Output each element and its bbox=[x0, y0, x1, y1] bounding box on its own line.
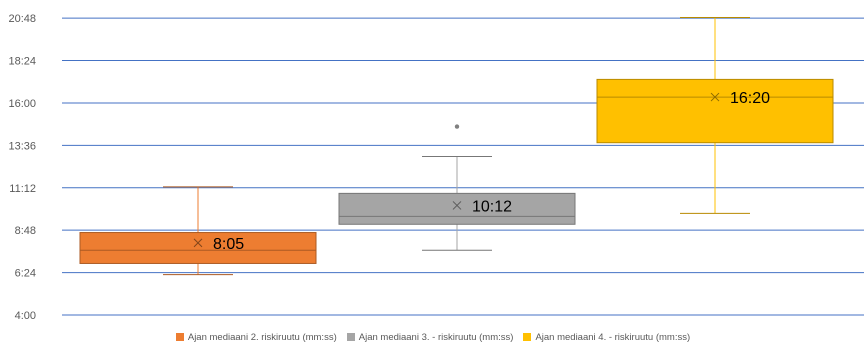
gridlines bbox=[62, 17, 864, 316]
legend-label-series-2: Ajan mediaani 2. riskiruutu (mm:ss) bbox=[187, 331, 337, 343]
y-tick-label: 20:48 bbox=[8, 13, 36, 25]
box-series-3: 10:12 bbox=[338, 124, 576, 251]
iqr-box bbox=[338, 192, 576, 225]
iqr-box bbox=[79, 232, 317, 264]
legend-label-series-3: Ajan mediaani 3. - riskiruutu (mm:ss) bbox=[358, 331, 514, 343]
legend: Ajan mediaani 2. riskiruutu (mm:ss) Ajan… bbox=[0, 330, 866, 344]
y-tick-label: 18:24 bbox=[8, 56, 36, 68]
mean-marker bbox=[710, 92, 720, 102]
legend-item-series-2[interactable]: Ajan mediaani 2. riskiruutu (mm:ss) bbox=[175, 331, 337, 343]
outlier-point bbox=[454, 124, 460, 129]
box-plot-chart: 4:00 6:24 8:48 11:12 13:36 16:00 18:24 20:48 8:… bbox=[8, 13, 864, 322]
y-tick-label: 13:36 bbox=[8, 140, 36, 152]
y-tick-label: 16:00 bbox=[8, 98, 36, 110]
y-axis-tick-labels: 4:00 6:24 8:48 11:12 13:36 16:00 18:24 20:48 bbox=[8, 13, 36, 322]
y-tick-label: 4:00 bbox=[15, 310, 36, 322]
mean-data-label: 16:20 bbox=[730, 90, 770, 107]
mean-data-label: 10:12 bbox=[472, 198, 512, 215]
legend-item-series-3[interactable]: Ajan mediaani 3. - riskiruutu (mm:ss) bbox=[346, 331, 514, 343]
legend-swatch-series-3 bbox=[346, 333, 355, 341]
mean-marker bbox=[193, 238, 203, 248]
y-tick-label: 8:48 bbox=[15, 225, 36, 237]
legend-swatch-series-4 bbox=[523, 333, 532, 341]
box-series: 8:05 10:12 16:20 bbox=[79, 17, 834, 276]
mean-data-label: 8:05 bbox=[213, 236, 244, 253]
y-tick-label: 6:24 bbox=[15, 268, 36, 280]
y-tick-label: 11:12 bbox=[9, 183, 36, 195]
legend-label-series-4: Ajan mediaani 4. - riskiruutu (mm:ss) bbox=[535, 331, 691, 343]
mean-marker bbox=[452, 201, 462, 210]
box-series-2: 8:05 bbox=[79, 186, 317, 276]
iqr-box bbox=[596, 78, 834, 144]
legend-swatch-series-2 bbox=[175, 333, 184, 341]
legend-item-series-4[interactable]: Ajan mediaani 4. - riskiruutu (mm:ss) bbox=[523, 332, 690, 343]
box-series-4: 16:20 bbox=[596, 17, 834, 214]
